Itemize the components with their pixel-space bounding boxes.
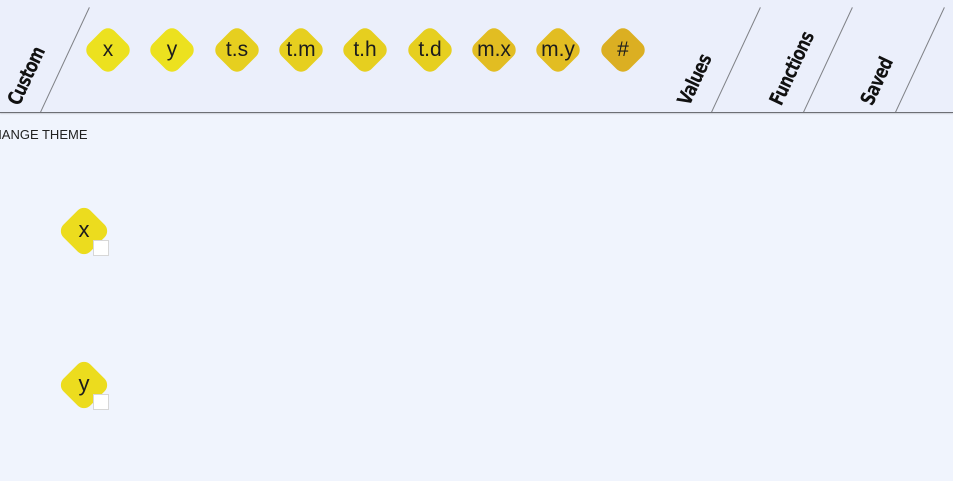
chip-th[interactable]: t.h (339, 24, 391, 76)
chip-label: # (617, 38, 629, 61)
chip-x[interactable]: x (82, 24, 134, 76)
chip-label: m.y (541, 38, 575, 61)
block-handle[interactable] (93, 394, 109, 410)
chip-label: t.d (418, 38, 442, 61)
tab-values[interactable]: Values (672, 50, 717, 109)
chip-label: x (102, 38, 114, 61)
chip-label: t.h (353, 38, 377, 61)
block-label: y (78, 371, 90, 396)
block-y[interactable]: y (56, 357, 114, 415)
chip-tm[interactable]: t.m (275, 24, 327, 76)
chip-ts[interactable]: t.s (211, 24, 263, 76)
chip-y[interactable]: y (146, 24, 198, 76)
tab-divider (889, 7, 945, 112)
chip-hash[interactable]: # (597, 24, 649, 76)
chip-label: m.x (477, 38, 511, 61)
tab-saved[interactable]: Saved (855, 53, 898, 109)
block-label: x (78, 217, 90, 242)
chip-label: t.s (225, 38, 249, 61)
block-handle[interactable] (93, 240, 109, 256)
block-x[interactable]: x (56, 203, 114, 261)
chip-my[interactable]: m.y (532, 24, 584, 76)
chip-td[interactable]: t.d (404, 24, 456, 76)
tab-custom[interactable]: Custom (2, 42, 50, 109)
chip-label: y (166, 38, 178, 61)
toolbar: Custom Values Functions Saved x y t.s t.… (0, 0, 953, 113)
chip-mx[interactable]: m.x (468, 24, 520, 76)
change-theme-button[interactable]: CHANGE THEME (0, 127, 88, 142)
chip-label: t.m (286, 38, 316, 61)
